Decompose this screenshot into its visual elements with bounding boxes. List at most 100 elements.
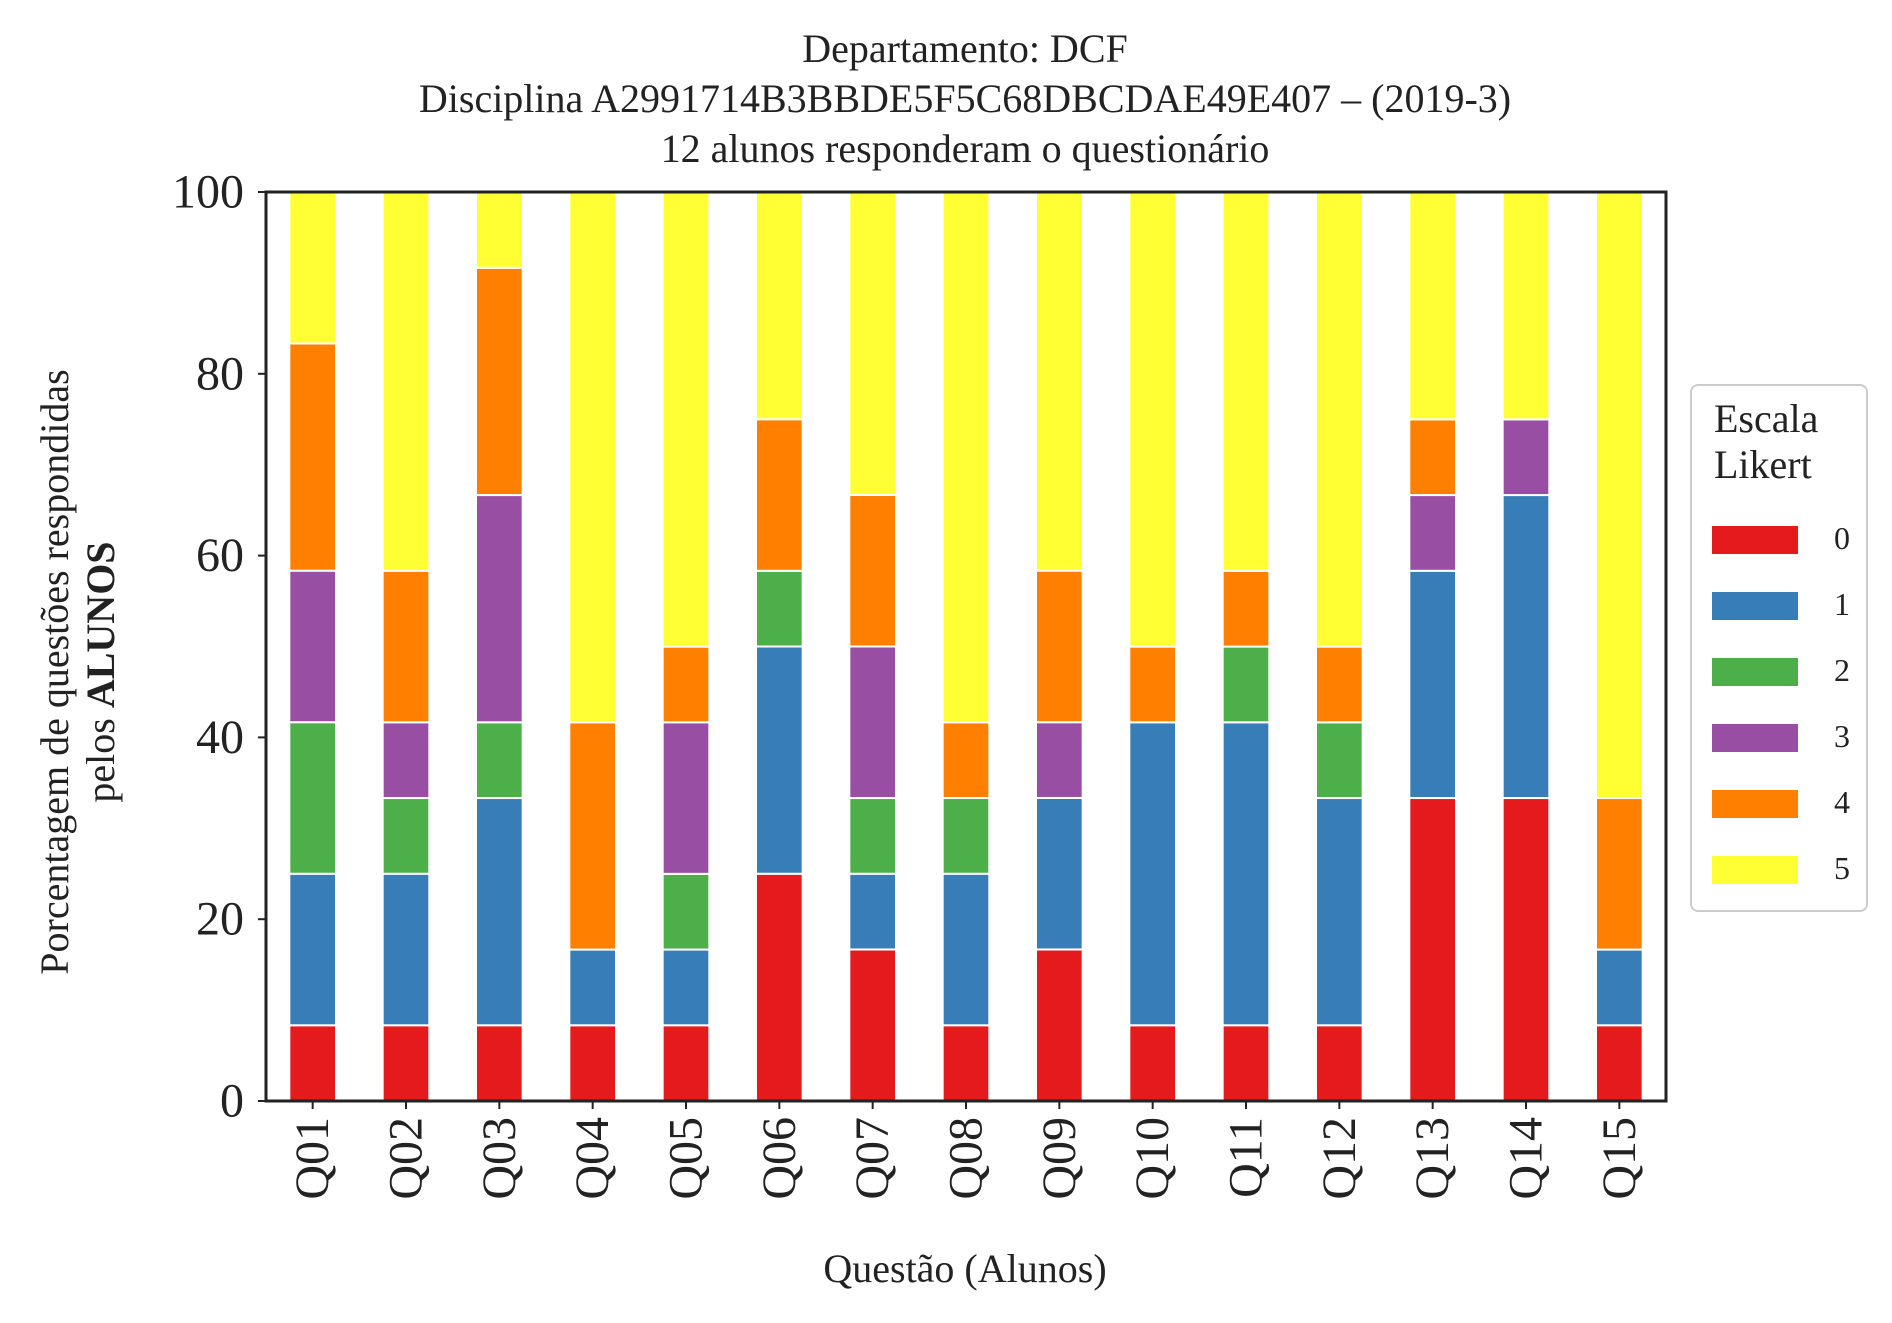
bar-segment-q09-likert-1	[1035, 796, 1084, 951]
legend-item-4: 4	[1706, 782, 1856, 822]
legend-label-2: 2	[1834, 652, 1850, 688]
bar-segment-q13-likert-3	[1408, 494, 1458, 572]
x-tick-label-q01: Q01	[286, 1117, 339, 1200]
bar-segment-q15-likert-1	[1595, 948, 1644, 1027]
bar-segment-q04-likert-4	[568, 721, 617, 951]
bar-segment-q04-likert-5	[568, 191, 617, 724]
x-axis-label: Questão (Alunos)	[823, 1246, 1107, 1291]
bar-segment-q15-likert-5	[1595, 191, 1644, 800]
bar-segment-q07-likert-3	[848, 645, 897, 800]
bar-segment-q14-likert-5	[1501, 191, 1551, 421]
bar-segment-q12-likert-5	[1315, 191, 1364, 648]
bar-segment-q05-likert-3	[661, 721, 711, 875]
bar-segment-q05-likert-4	[661, 645, 711, 724]
bar-segment-q02-likert-5	[381, 191, 431, 572]
legend-title-line-2: Likert	[1714, 442, 1812, 487]
bar-segment-q05-likert-2	[661, 872, 711, 951]
bar-segment-q08-likert-2	[941, 797, 991, 875]
bar-segment-q02-likert-3	[381, 721, 431, 800]
bar-segment-q07-likert-0	[848, 948, 897, 1103]
x-tick-label-q09: Q09	[1033, 1117, 1086, 1200]
bar-segment-q05-likert-5	[661, 191, 711, 648]
bar-segment-q07-likert-1	[848, 872, 897, 951]
bar-segment-q11-likert-5	[1221, 191, 1271, 572]
x-tick-label-q15: Q15	[1593, 1117, 1646, 1200]
bar-segment-q03-likert-5	[475, 191, 524, 269]
bar-segment-q03-likert-1	[475, 797, 524, 1027]
bar-segment-q13-likert-1	[1408, 569, 1458, 800]
bar-segment-q06-likert-2	[755, 569, 804, 648]
legend-swatch-1	[1712, 592, 1798, 620]
bar-segment-q11-likert-1	[1221, 721, 1271, 1027]
legend-swatch-4	[1712, 790, 1798, 818]
bar-segment-q12-likert-2	[1315, 721, 1364, 800]
bar-segment-q12-likert-4	[1315, 645, 1364, 724]
chart-title-line-3: 12 alunos responderam o questionário	[660, 126, 1270, 171]
chart-title-line-1: Departamento: DCF	[802, 26, 1128, 71]
plot-frame	[264, 190, 1668, 1103]
bar-segment-q01-likert-5	[288, 190, 338, 345]
bar-segment-q07-likert-5	[848, 191, 897, 496]
bar-segment-q01-likert-1	[288, 872, 338, 1027]
bar-segment-q07-likert-2	[848, 797, 897, 875]
bar-segment-q05-likert-0	[661, 1024, 711, 1102]
bar-segment-q03-likert-2	[475, 721, 524, 800]
legend-label-0: 0	[1834, 520, 1850, 556]
bar-segment-q08-likert-5	[941, 191, 991, 724]
bar-segment-q13-likert-4	[1408, 418, 1458, 497]
bar-segment-q02-likert-2	[381, 797, 431, 875]
x-tick-label-q02: Q02	[380, 1117, 433, 1200]
legend-label-3: 3	[1834, 718, 1850, 754]
legend-item-5: 5	[1706, 848, 1856, 888]
legend-label-4: 4	[1834, 784, 1850, 820]
legend-swatch-2	[1712, 658, 1798, 686]
bar-segment-q02-likert-4	[381, 569, 431, 724]
x-tick-label-q11: Q11	[1220, 1117, 1273, 1198]
legend-label-1: 1	[1834, 586, 1850, 622]
bar-segment-q15-likert-4	[1595, 797, 1644, 951]
bar-segment-q06-likert-0	[755, 872, 804, 1102]
bar-segment-q01-likert-0	[288, 1024, 338, 1102]
bar-segment-q09-likert-4	[1035, 569, 1084, 724]
bar-segment-q15-likert-0	[1595, 1024, 1644, 1102]
bar-segment-q06-likert-5	[755, 191, 804, 421]
x-tick-label-q08: Q08	[940, 1117, 993, 1200]
bar-segment-q10-likert-0	[1128, 1024, 1178, 1102]
bar-segment-q08-likert-4	[941, 721, 991, 800]
x-tick-label-q05: Q05	[660, 1117, 713, 1200]
x-tick-label-q03: Q03	[473, 1117, 526, 1200]
bar-segment-q11-likert-0	[1221, 1024, 1271, 1102]
bar-segment-q03-likert-4	[475, 266, 524, 497]
chart-title-line-2: Disciplina A2991714B3BBDE5F5C68DBCDAE49E…	[418, 76, 1512, 121]
bar-segment-q05-likert-1	[661, 948, 711, 1027]
bar-segment-q08-likert-1	[941, 872, 991, 1027]
legend-swatch-5	[1712, 856, 1798, 884]
bar-segment-q01-likert-2	[288, 721, 338, 875]
bar-segment-q13-likert-5	[1408, 191, 1458, 421]
legend-label-5: 5	[1834, 850, 1850, 886]
bar-segment-q11-likert-2	[1221, 645, 1271, 724]
legend-item-2: 2	[1706, 650, 1856, 690]
bar-segment-q01-likert-4	[288, 342, 338, 572]
y-tick-label-0: 0	[220, 1075, 244, 1128]
bar-segment-q10-likert-4	[1128, 645, 1178, 724]
legend-item-3: 3	[1706, 716, 1856, 756]
bar-segment-q14-likert-3	[1501, 418, 1551, 497]
legend-title: Escala Likert	[1714, 396, 1818, 488]
bar-segment-q04-likert-0	[568, 1024, 617, 1102]
x-tick-label-q13: Q13	[1406, 1117, 1459, 1200]
legend-item-0: 0	[1706, 518, 1856, 558]
bar-segment-q12-likert-1	[1315, 797, 1364, 1027]
x-tick-label-q06: Q06	[753, 1117, 806, 1200]
y-tick-label-40: 40	[196, 711, 244, 764]
bar-segment-q14-likert-0	[1501, 797, 1551, 1102]
bar-segment-q01-likert-3	[288, 569, 338, 724]
bar-segment-q14-likert-1	[1501, 494, 1551, 800]
bar-segment-q13-likert-0	[1408, 797, 1458, 1102]
bar-segment-q07-likert-4	[848, 493, 897, 648]
legend-swatch-0	[1712, 526, 1798, 554]
bar-segment-q06-likert-1	[755, 645, 804, 875]
legend-title-line-1: Escala	[1714, 396, 1819, 441]
